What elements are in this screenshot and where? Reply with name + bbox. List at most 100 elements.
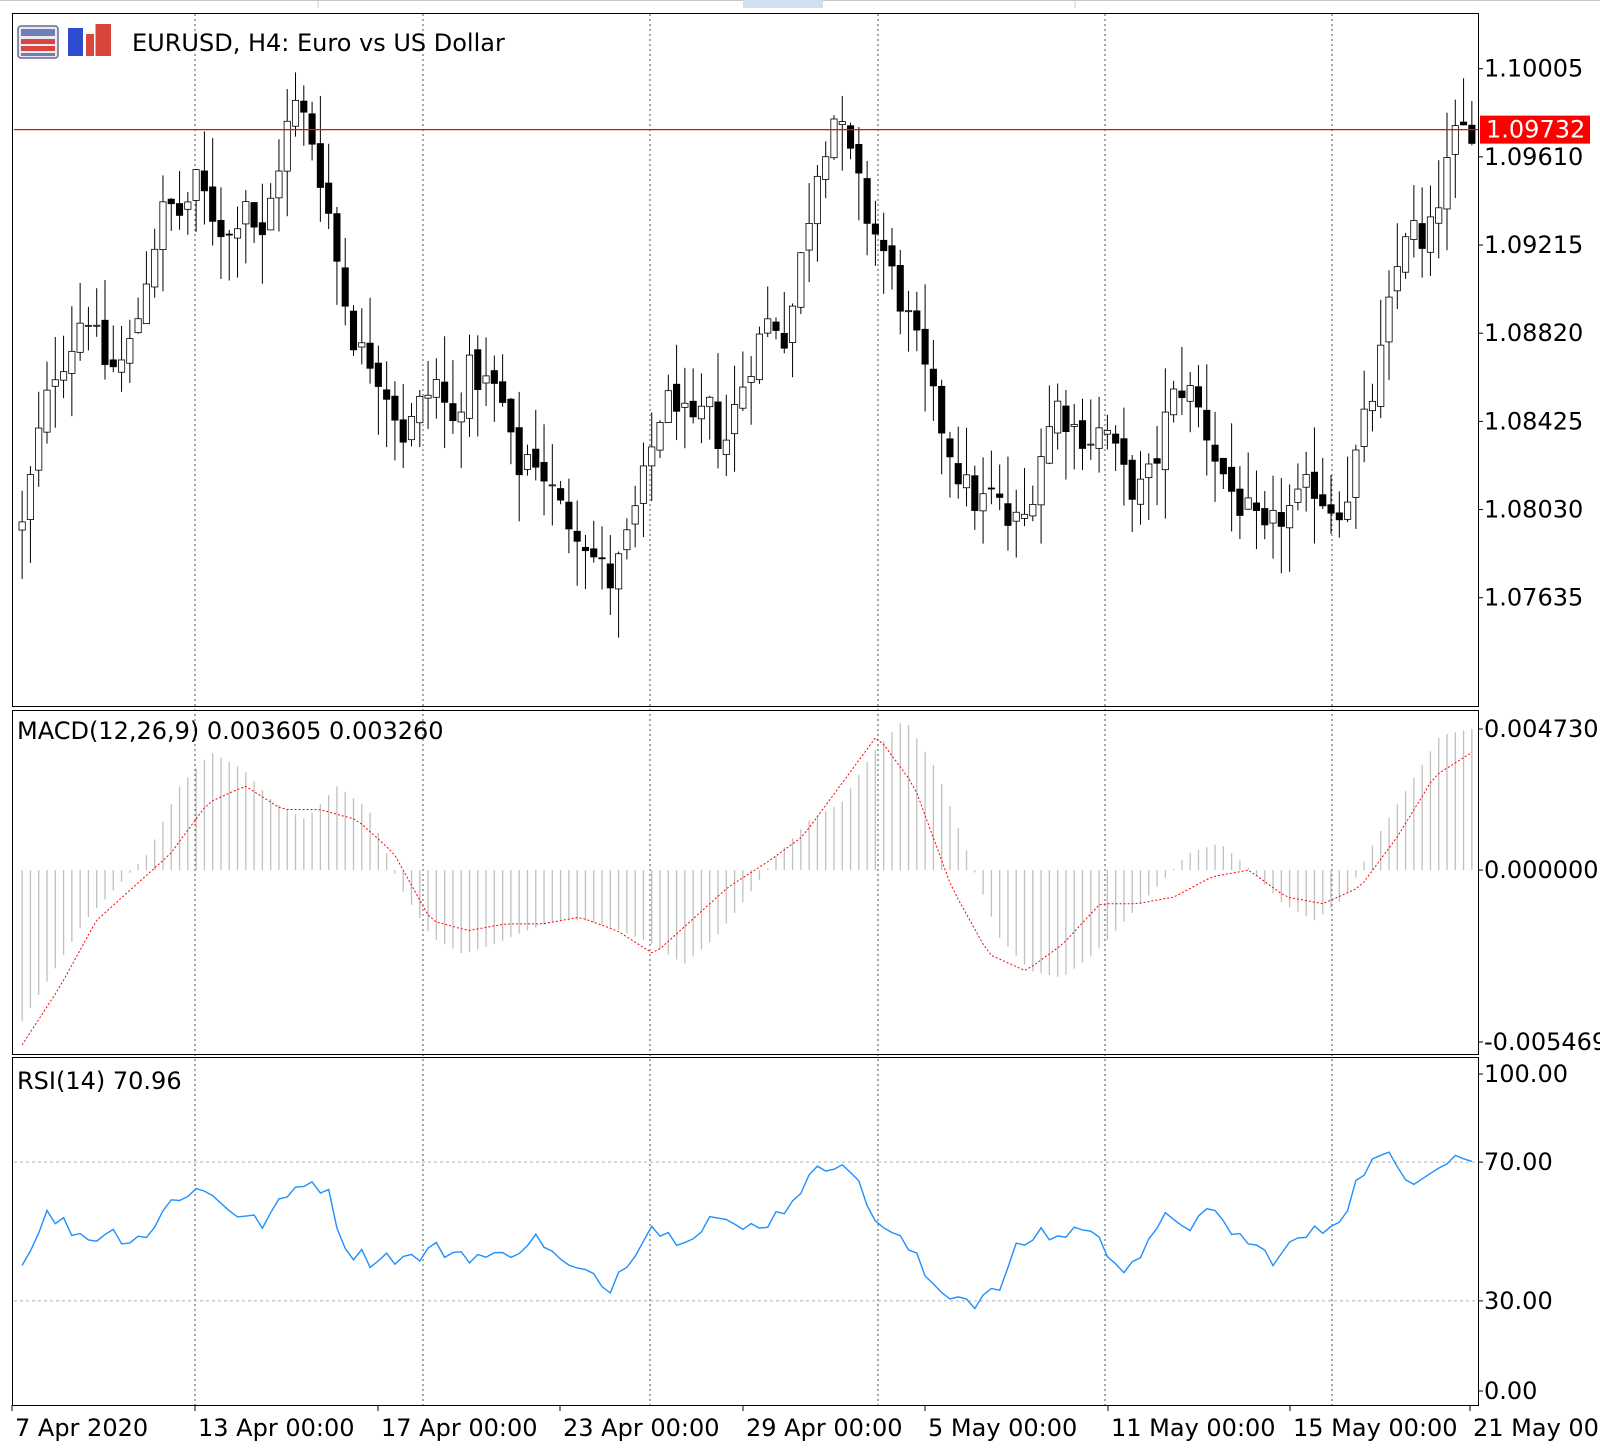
- price-candle: [706, 395, 714, 440]
- price-candle: [996, 464, 1004, 511]
- time-axis-label: 11 May 00:00: [1111, 1414, 1276, 1442]
- price-candle: [250, 202, 258, 243]
- price-candle: [490, 355, 498, 422]
- price-candle: [979, 457, 987, 544]
- price-candle: [1211, 411, 1219, 502]
- top-strip-scroll-thumb[interactable]: [743, 0, 823, 8]
- price-candle: [175, 170, 184, 230]
- price-candle: [457, 392, 465, 468]
- price-candle: [1170, 380, 1178, 423]
- price-axis-label: 1.08425: [1484, 407, 1583, 435]
- price-candle: [26, 466, 34, 563]
- price-candle: [532, 409, 540, 481]
- price-candle: [581, 535, 590, 590]
- price-candle: [540, 424, 548, 516]
- price-candle: [813, 165, 821, 262]
- price-candle: [1360, 370, 1368, 463]
- svg-text:1.09732: 1.09732: [1486, 116, 1585, 144]
- price-candle: [1393, 223, 1401, 310]
- price-candle: [35, 391, 43, 487]
- time-axis-label: 23 Apr 00:00: [563, 1414, 719, 1442]
- price-candle: [1228, 423, 1236, 532]
- price-candle: [1368, 383, 1376, 432]
- price-candle: [93, 288, 101, 337]
- price-candle: [374, 345, 382, 435]
- price-candle: [68, 306, 76, 417]
- price-candle: [557, 480, 565, 505]
- price-candle: [780, 291, 788, 354]
- price-candle: [565, 478, 573, 554]
- price-candle: [929, 339, 937, 421]
- price-candle: [714, 353, 722, 469]
- macd-signal-line: [21, 737, 1473, 1046]
- price-candle: [623, 518, 631, 560]
- price-candle: [84, 306, 92, 351]
- price-candle: [1460, 78, 1468, 126]
- price-candle: [1410, 185, 1418, 258]
- rsi-indicator-label: RSI(14) 70.96: [17, 1067, 182, 1095]
- price-candle: [805, 183, 813, 283]
- price-candle: [465, 334, 474, 437]
- price-candle: [126, 319, 134, 383]
- price-candle: [1112, 425, 1120, 472]
- price-candle: [134, 297, 142, 334]
- price-candle: [1261, 491, 1269, 540]
- price-candle: [283, 89, 291, 217]
- price-panel-border: [12, 13, 1479, 707]
- price-candle: [416, 389, 424, 447]
- price-candle: [1418, 187, 1426, 278]
- price-candle: [151, 228, 159, 298]
- price-candle: [316, 95, 324, 222]
- price-candle: [1335, 491, 1343, 538]
- symbol-title: EURUSD, H4: Euro vs US Dollar: [132, 29, 505, 57]
- price-axis-label: 1.07635: [1484, 584, 1583, 612]
- price-candle: [142, 251, 150, 325]
- price-candle: [747, 356, 755, 425]
- price-candle: [1078, 398, 1087, 471]
- price-candle: [366, 297, 374, 384]
- price-candle: [855, 127, 863, 221]
- price-candle: [1029, 485, 1037, 522]
- price-candle: [987, 450, 995, 505]
- price-candle: [764, 286, 772, 338]
- price-candle: [797, 252, 805, 314]
- price-candle: [1327, 475, 1335, 534]
- price-candle: [681, 367, 689, 449]
- price-candle: [1344, 456, 1352, 523]
- price-candle: [325, 143, 333, 230]
- price-candle: [954, 426, 962, 499]
- price-candle: [441, 336, 449, 449]
- price-candle: [880, 212, 888, 294]
- price-candle: [606, 535, 614, 616]
- price-candle: [482, 337, 490, 406]
- price-candle: [1062, 389, 1070, 480]
- price-candle: [1186, 371, 1194, 433]
- macd-panel-border: [12, 710, 1479, 1055]
- data-window-icon[interactable]: [17, 25, 59, 59]
- rsi-panel-border: [12, 1057, 1479, 1406]
- price-candle: [1426, 185, 1434, 276]
- price-candle: [1319, 457, 1327, 509]
- price-candle: [590, 520, 598, 563]
- price-candle: [1178, 346, 1186, 416]
- macd-axis-label: -0.005469: [1484, 1028, 1600, 1056]
- price-candle: [1045, 385, 1053, 465]
- price-candle: [383, 361, 391, 448]
- price-candle: [656, 420, 664, 459]
- price-candle: [333, 206, 341, 305]
- price-candle: [159, 175, 167, 292]
- macd-axis-label: 0.004730: [1484, 715, 1599, 743]
- price-candle: [109, 325, 117, 373]
- price-candle: [341, 237, 349, 326]
- price-candle: [673, 344, 681, 441]
- trading-panel-icon[interactable]: [68, 24, 111, 56]
- price-candle: [200, 131, 208, 225]
- time-axis-label: 7 Apr 2020: [15, 1414, 148, 1442]
- price-candle: [474, 335, 482, 437]
- macd-indicator-label: MACD(12,26,9) 0.003605 0.003260: [17, 717, 444, 745]
- price-candle: [515, 391, 523, 522]
- time-axis-label: 13 Apr 00:00: [198, 1414, 354, 1442]
- price-candle: [233, 206, 242, 278]
- price-candle: [275, 139, 283, 232]
